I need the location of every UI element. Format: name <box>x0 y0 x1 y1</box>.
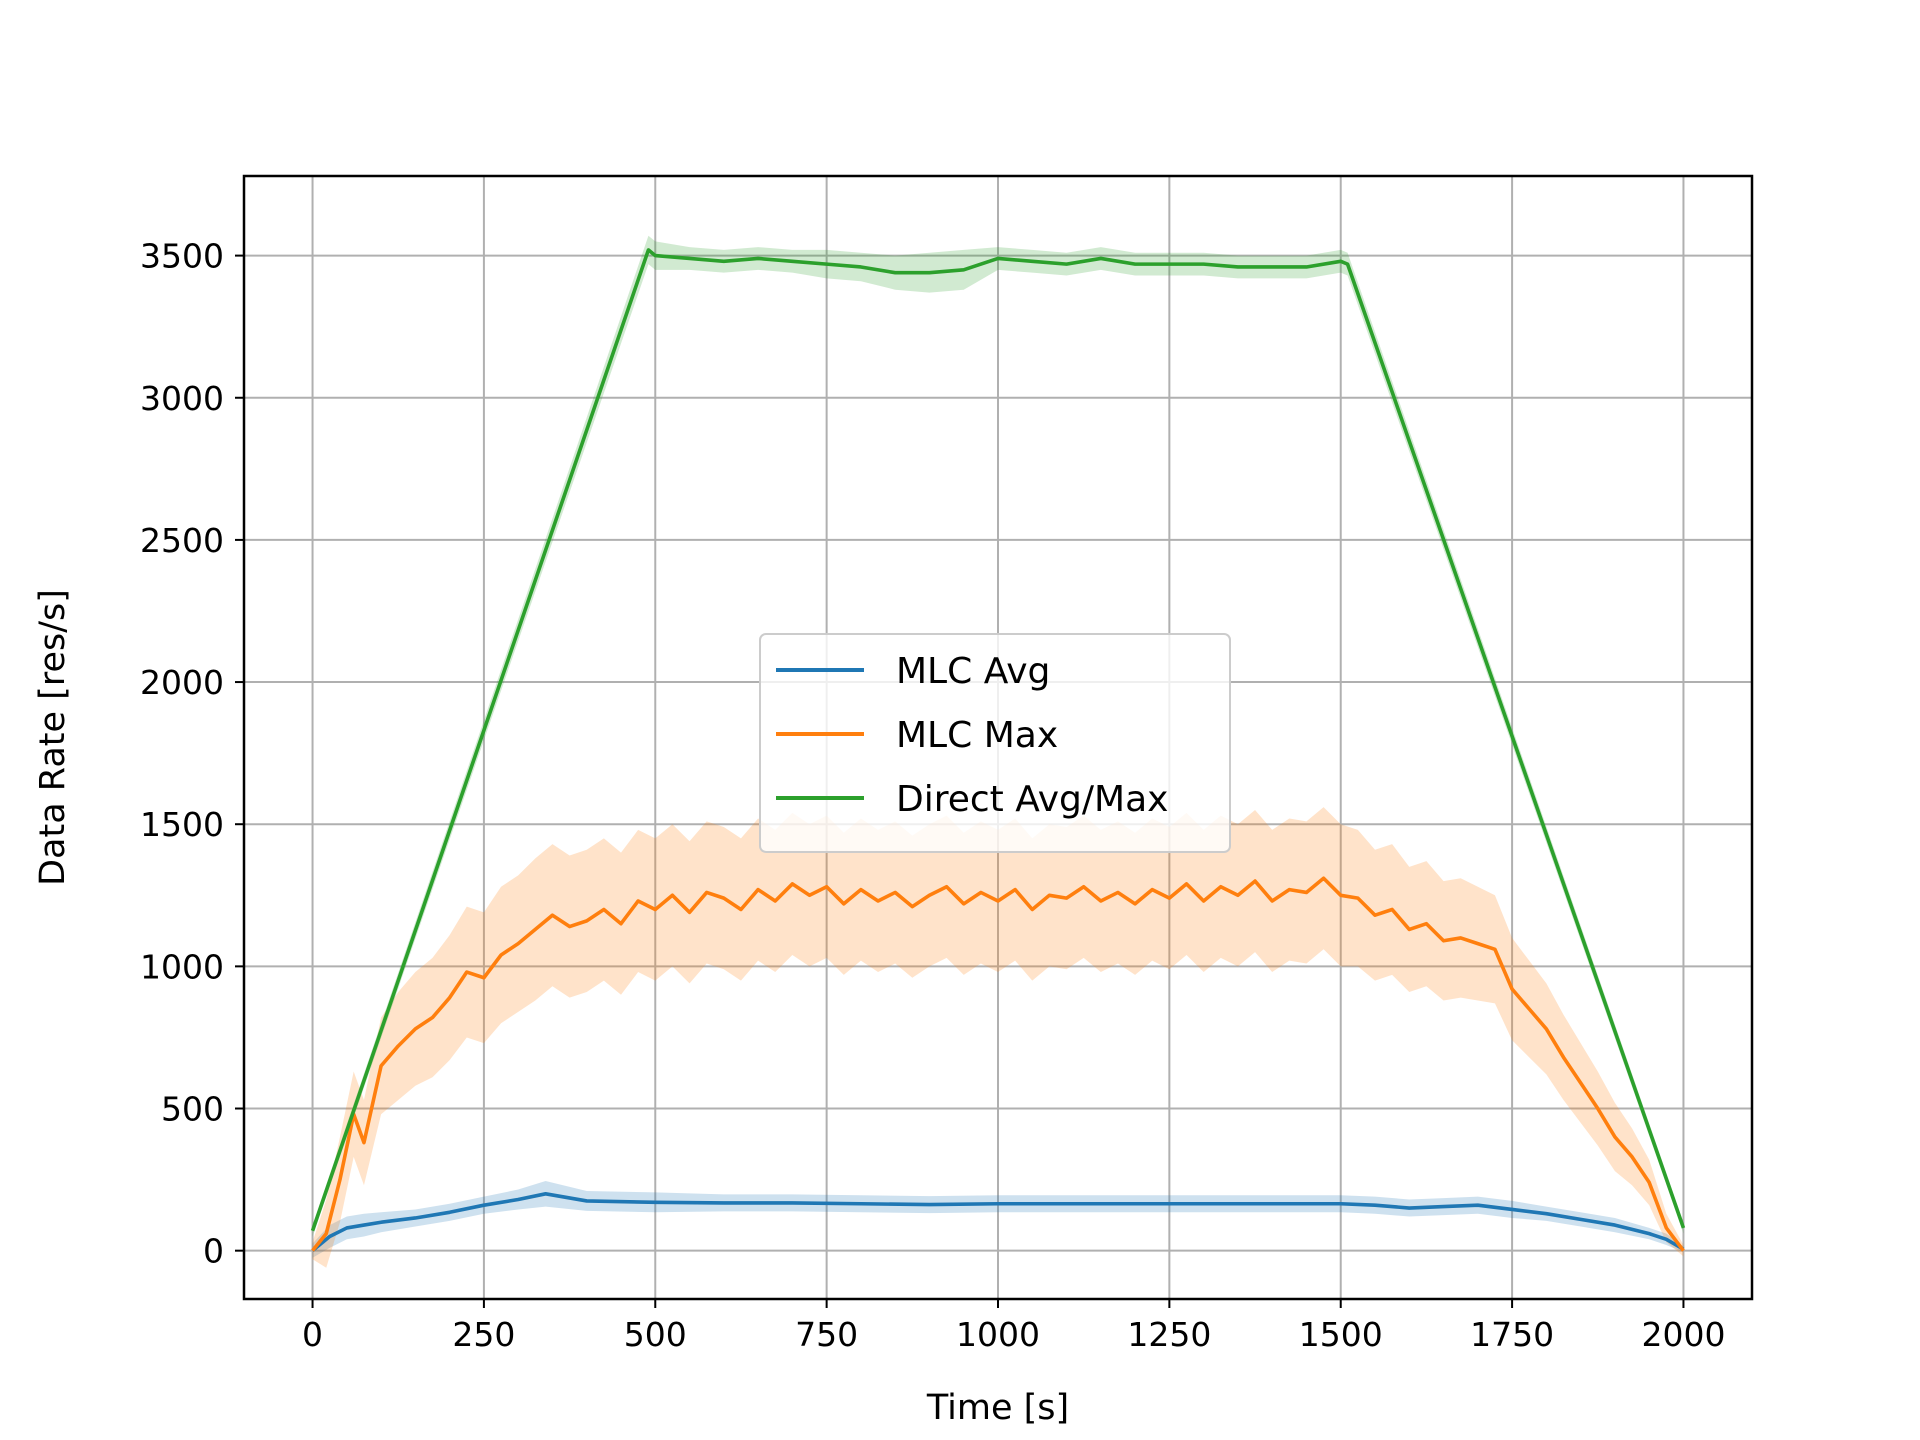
legend-label: MLC Max <box>896 715 1058 756</box>
x-tick-label: 1500 <box>1299 1315 1383 1354</box>
y-tick-label: 0 <box>203 1232 224 1271</box>
x-tick-label: 1250 <box>1127 1315 1211 1354</box>
y-tick-label: 3000 <box>140 379 224 418</box>
y-tick-label: 3500 <box>140 237 224 276</box>
series-band-0 <box>312 1181 1684 1258</box>
x-tick-label: 0 <box>302 1315 323 1354</box>
y-tick-label: 1000 <box>140 947 224 986</box>
y-tick-label: 2000 <box>140 663 224 702</box>
series-line-0 <box>311 1192 1685 1253</box>
x-tick-label: 250 <box>452 1315 515 1354</box>
series-line-1 <box>311 876 1685 1252</box>
x-axis-ticks: 0 250 500 750 1000 1250 1500 1750 2000 <box>302 1299 1725 1354</box>
legend: MLC Avg MLC Max Direct Avg/Max <box>759 633 1231 853</box>
x-axis-label: Time [s] <box>926 1388 1069 1428</box>
series-bands <box>312 235 1684 1268</box>
x-tick-label: 500 <box>624 1315 687 1354</box>
legend-box <box>759 633 1231 853</box>
y-tick-label: 1500 <box>140 805 224 844</box>
y-axis-label: Data Rate [res/s] <box>33 589 73 886</box>
x-tick-label: 1000 <box>956 1315 1040 1354</box>
x-tick-label: 1750 <box>1470 1315 1554 1354</box>
y-tick-label: 500 <box>161 1090 224 1129</box>
y-axis-ticks: 0 500 1000 1500 2000 2500 3000 3500 <box>140 237 244 1271</box>
legend-label: Direct Avg/Max <box>896 779 1168 820</box>
legend-label: MLC Avg <box>896 651 1050 692</box>
series-lines <box>310 248 1686 1253</box>
x-tick-label: 2000 <box>1641 1315 1725 1354</box>
x-tick-label: 750 <box>795 1315 858 1354</box>
y-tick-label: 2500 <box>140 521 224 560</box>
series-band-1 <box>312 807 1684 1268</box>
series-line-2 <box>310 248 1686 1232</box>
